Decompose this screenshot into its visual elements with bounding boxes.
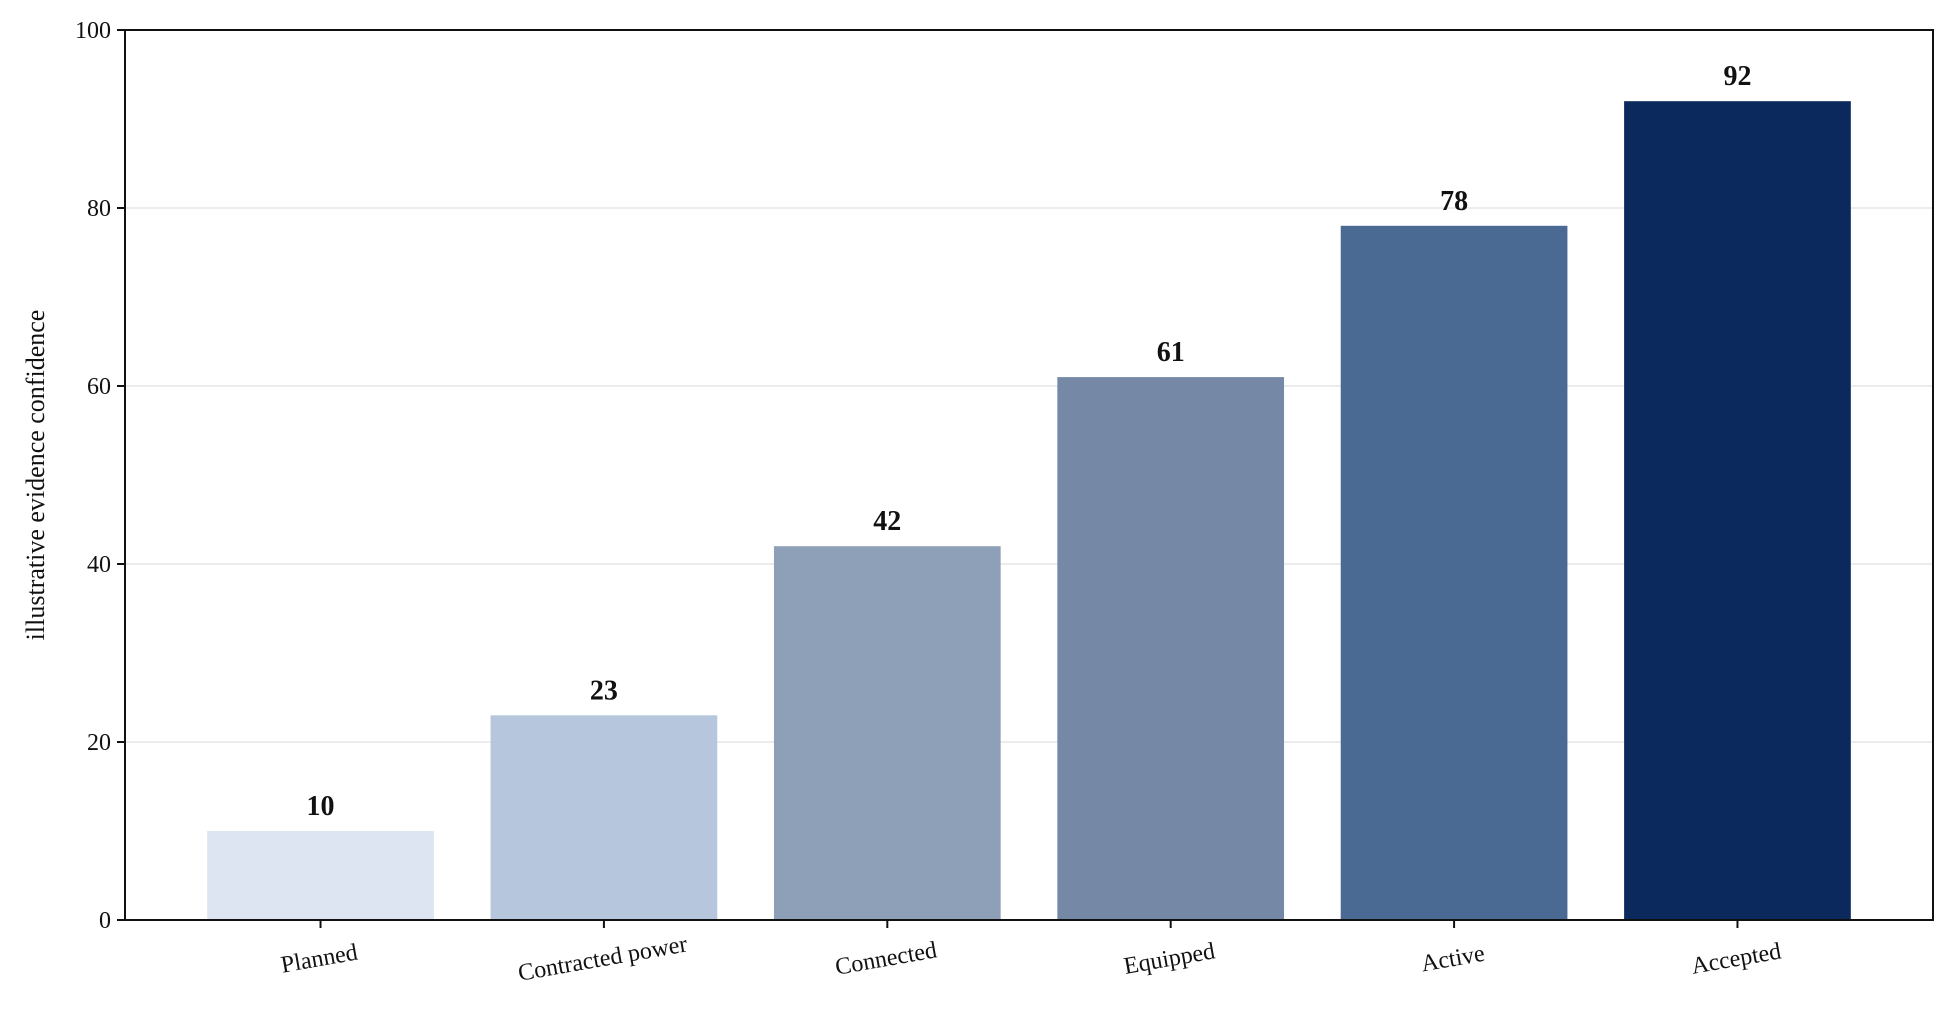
x-tick-label: Accepted bbox=[1689, 938, 1783, 979]
bar-value-label: 10 bbox=[307, 791, 335, 822]
y-tick-label: 20 bbox=[87, 730, 111, 756]
plot-frame bbox=[124, 29, 1934, 921]
y-axis-title: illustrative evidence confidence bbox=[21, 310, 50, 641]
bars bbox=[207, 101, 1851, 921]
data-labels: 10 23 42 61 78 92 bbox=[307, 61, 1752, 822]
bar-value-label: 23 bbox=[590, 675, 618, 706]
bar bbox=[1624, 101, 1851, 920]
bar bbox=[1340, 225, 1568, 921]
bar bbox=[773, 546, 1001, 920]
bar-value-label: 92 bbox=[1723, 61, 1751, 92]
bar-value-label: 61 bbox=[1157, 337, 1185, 368]
y-tick-label: 80 bbox=[87, 196, 111, 222]
bar bbox=[207, 831, 434, 920]
y-tick-label: 60 bbox=[87, 374, 111, 400]
y-tick-label: 100 bbox=[75, 18, 111, 44]
bar bbox=[1057, 377, 1285, 921]
x-tick-label: Equipped bbox=[1122, 938, 1217, 980]
y-axis-ticks: 0 20 40 60 80 100 bbox=[75, 18, 125, 934]
bar-value-label: 42 bbox=[873, 506, 901, 537]
bar bbox=[490, 715, 718, 920]
x-tick-label: Active bbox=[1419, 941, 1487, 978]
x-tick-label: Contracted power bbox=[516, 931, 689, 986]
x-tick-label: Connected bbox=[833, 937, 939, 980]
y-tick-label: 40 bbox=[87, 552, 111, 578]
x-tick-label: Planned bbox=[279, 940, 360, 979]
bar-value-label: 78 bbox=[1440, 186, 1468, 217]
x-axis-ticks: Planned Contracted power Connected Equipped… bbox=[279, 920, 1783, 987]
y-tick-label: 0 bbox=[99, 908, 111, 934]
